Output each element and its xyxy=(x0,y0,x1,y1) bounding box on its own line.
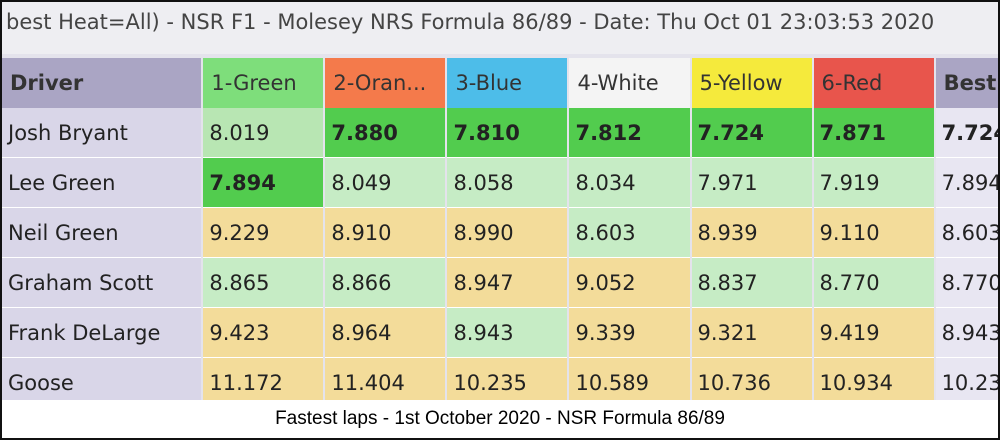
best-time: 7.894 xyxy=(935,158,998,208)
driver-name: Goose xyxy=(2,358,202,400)
lap-time: 8.910 xyxy=(325,208,446,258)
results-table: Driver 1-Green 2-Oran... 3-Blue 4-White 5-Yel… xyxy=(2,58,998,400)
lap-time: 9.110 xyxy=(813,208,934,258)
lap-time: 8.865 xyxy=(203,258,324,308)
lap-time: 10.589 xyxy=(569,358,690,400)
column-header: 2-Oran... xyxy=(325,58,446,108)
driver-row: Neil Green 9.229 8.910 8.990 8.603 8.939 9.110… xyxy=(2,208,998,258)
driver-name: Josh Bryant xyxy=(2,108,202,158)
column-header: 4-White xyxy=(569,58,690,108)
lap-time: 7.971 xyxy=(691,158,812,208)
lap-time: 8.964 xyxy=(325,308,446,358)
driver-row: Lee Green 7.894 8.049 8.058 8.034 7.971 7.919 7… xyxy=(2,158,998,208)
driver-name: Graham Scott xyxy=(2,258,202,308)
lap-time: 8.943 xyxy=(447,308,568,358)
driver-row: Frank DeLarge 9.423 8.964 8.943 9.339 9.321 9.… xyxy=(2,308,998,358)
lap-time: 8.058 xyxy=(447,158,568,208)
column-header: 6-Red xyxy=(813,58,934,108)
best-time: 8.943 xyxy=(935,308,998,358)
lap-time: 8.034 xyxy=(569,158,690,208)
driver-name: Frank DeLarge xyxy=(2,308,202,358)
lap-time: 7.724 xyxy=(691,108,812,158)
lap-time: 9.052 xyxy=(569,258,690,308)
lap-time: 11.404 xyxy=(325,358,446,400)
lap-time: 10.235 xyxy=(447,358,568,400)
lap-time: 8.837 xyxy=(691,258,812,308)
lap-time: 8.990 xyxy=(447,208,568,258)
best-time: 8.770 xyxy=(935,258,998,308)
lap-time: 8.049 xyxy=(325,158,446,208)
best-time: 7.724 xyxy=(935,108,998,158)
lap-time: 8.866 xyxy=(325,258,446,308)
best-time: 8.603 xyxy=(935,208,998,258)
lap-time: 8.019 xyxy=(203,108,324,158)
header-row: Driver 1-Green 2-Oran... 3-Blue 4-White 5-Yel… xyxy=(2,58,998,108)
lap-time: 8.603 xyxy=(569,208,690,258)
lap-time: 9.419 xyxy=(813,308,934,358)
lap-time: 8.947 xyxy=(447,258,568,308)
driver-name: Neil Green xyxy=(2,208,202,258)
lap-time: 10.934 xyxy=(813,358,934,400)
lap-time: 8.939 xyxy=(691,208,812,258)
lap-time: 9.339 xyxy=(569,308,690,358)
lap-time: 9.321 xyxy=(691,308,812,358)
lap-time: 7.880 xyxy=(325,108,446,158)
best-time: 10.235 xyxy=(935,358,998,400)
lap-time: 9.229 xyxy=(203,208,324,258)
lap-time: 9.423 xyxy=(203,308,324,358)
lap-time: 10.736 xyxy=(691,358,812,400)
lap-time: 11.172 xyxy=(203,358,324,400)
lap-time: 7.919 xyxy=(813,158,934,208)
caption: Fastest laps - 1st October 2020 - NSR Fo… xyxy=(2,400,998,438)
results-table-container: Driver 1-Green 2-Oran... 3-Blue 4-White 5-Yel… xyxy=(2,58,998,400)
driver-row: Goose 11.172 11.404 10.235 10.589 10.736 10.93… xyxy=(2,358,998,400)
driver-row: Graham Scott 8.865 8.866 8.947 9.052 8.837 8.7… xyxy=(2,258,998,308)
lap-time: 7.871 xyxy=(813,108,934,158)
column-header: 3-Blue xyxy=(447,58,568,108)
column-header: Best t xyxy=(935,58,998,108)
window-title: best Heat=All) - NSR F1 - Molesey NRS Fo… xyxy=(2,2,998,54)
lap-time: 8.770 xyxy=(813,258,934,308)
column-header: 1-Green xyxy=(203,58,324,108)
lap-time: 7.810 xyxy=(447,108,568,158)
column-header: 5-Yellow xyxy=(691,58,812,108)
lap-time: 7.894 xyxy=(203,158,324,208)
driver-name: Lee Green xyxy=(2,158,202,208)
driver-row: Josh Bryant 8.019 7.880 7.810 7.812 7.724 7.87… xyxy=(2,108,998,158)
column-header: Driver xyxy=(2,58,202,108)
lap-time: 7.812 xyxy=(569,108,690,158)
